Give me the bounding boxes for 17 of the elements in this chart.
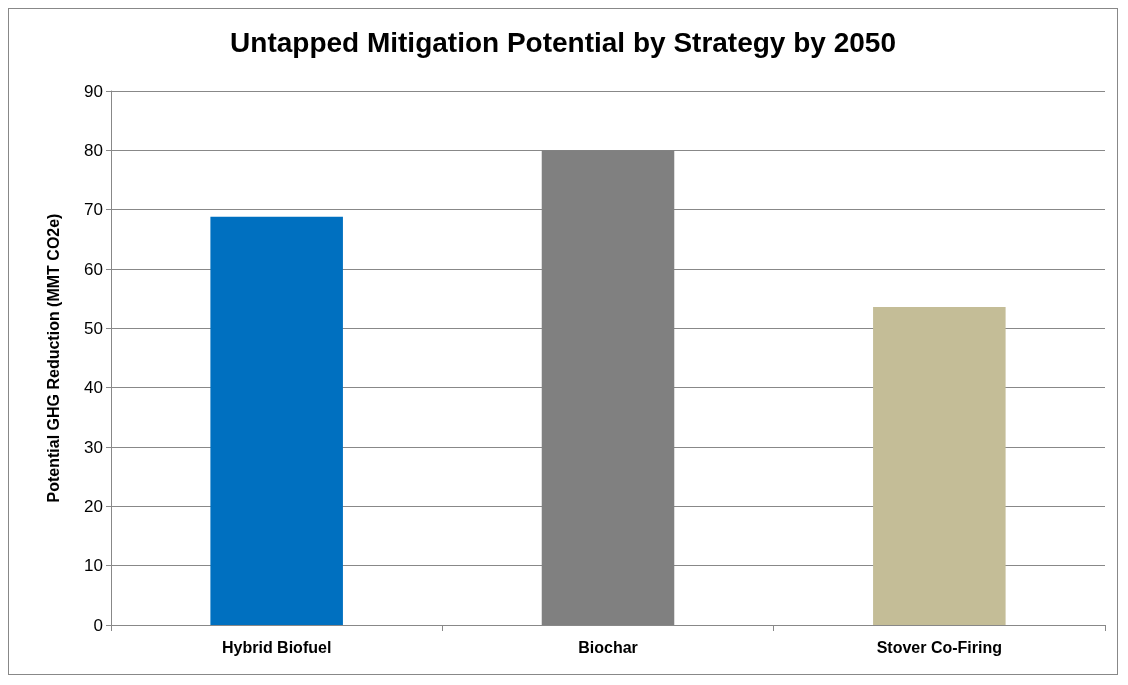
y-tick-label: 60 [84, 259, 103, 279]
x-tick-label: Stover Co-Firing [876, 638, 1003, 656]
y-axis-title: Potential GHG Reduction (MMT CO2e) [44, 213, 62, 503]
y-tick-label: 20 [84, 496, 103, 516]
y-tick-label: 40 [84, 378, 103, 398]
chart-title: Untapped Mitigation Potential by Strategy by 2050 [230, 26, 896, 58]
y-tick-label: 0 [93, 615, 103, 635]
x-tick-label: Biochar [578, 638, 638, 656]
y-tick-label: 30 [84, 437, 103, 457]
y-tick-label: 10 [84, 556, 103, 576]
y-tick-label: 80 [84, 140, 103, 160]
y-tick-label: 70 [84, 200, 103, 220]
x-tick-label: Hybrid Biofuel [221, 638, 332, 656]
y-tick-label: 90 [84, 81, 103, 101]
bar [210, 216, 343, 625]
y-tick-label: 50 [84, 318, 103, 338]
bar [873, 306, 1006, 625]
